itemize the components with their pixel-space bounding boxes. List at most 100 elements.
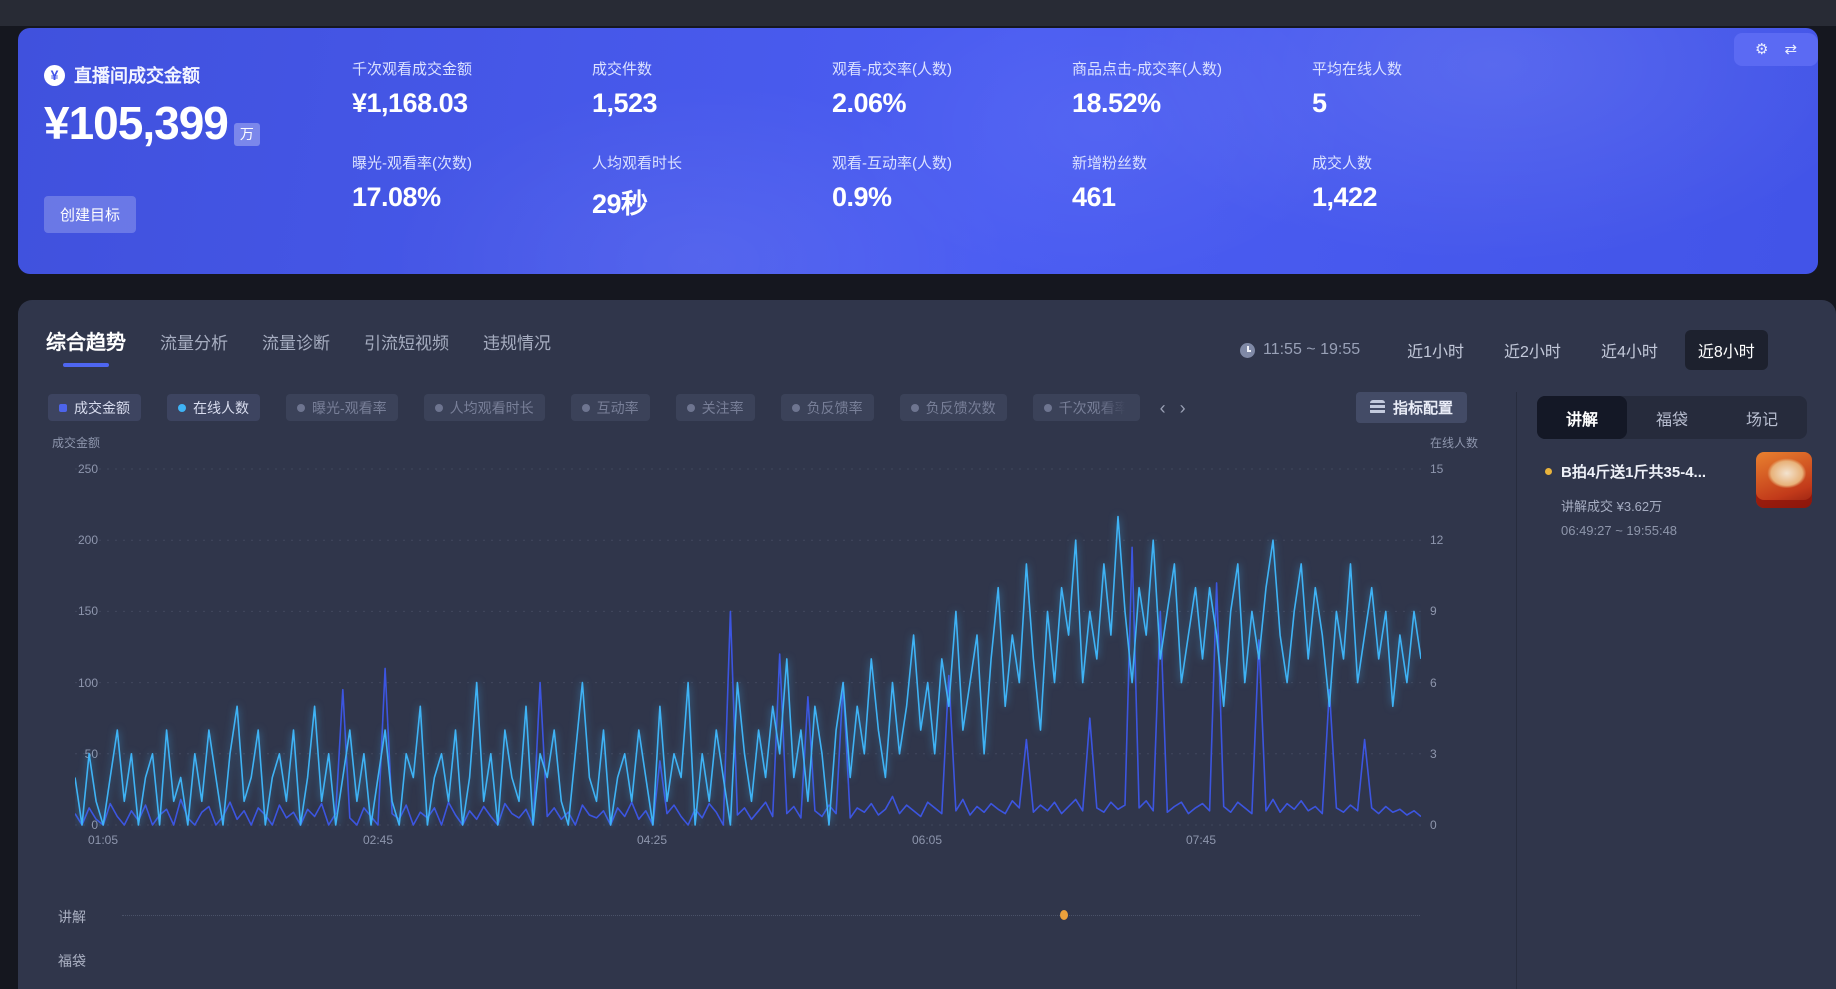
left-axis-tick: 250 (77, 462, 98, 476)
chip-label: 互动率 (596, 399, 639, 416)
kpi-label: 新增粉丝数 (1072, 155, 1148, 172)
left-axis-tick: 100 (77, 676, 98, 690)
product-bullet-icon (1545, 468, 1552, 475)
kpi-cell: 成交件数 1,523 (592, 58, 832, 152)
kpi-banner: ¥ 直播间成交金额 ¥105,399 万 创建目标 千次观看成交金额 ¥1,168… (18, 28, 1818, 274)
tab-traffic-analysis[interactable]: 流量分析 (160, 334, 228, 353)
time-range-text: 11:55 ~ 19:55 (1263, 341, 1361, 358)
chip-deal-amount[interactable]: 成交金额 (48, 394, 141, 421)
right-axis-tick: 3 (1430, 747, 1437, 761)
time-cluster: 11:55 ~ 19:55 近1小时 近2小时 近4小时 近8小时 (1240, 330, 1768, 370)
x-axis-tick: 06:05 (911, 833, 943, 847)
quick-range-1h[interactable]: 近1小时 (1407, 344, 1465, 361)
product-time-text: 06:49:27 ~ 19:55:48 (1561, 523, 1678, 538)
trend-chart (75, 468, 1421, 826)
sidebar-tabbar: 讲解 福袋 场记 (1537, 396, 1807, 439)
chip-label: 负反馈次数 (925, 399, 996, 416)
right-axis-tick: 15 (1430, 462, 1444, 476)
clock-icon (1240, 342, 1255, 358)
x-axis-tick: 04:25 (636, 833, 668, 847)
create-goal-button[interactable]: 创建目标 (44, 196, 137, 233)
series-marker (59, 403, 67, 412)
kpi-label: 成交件数 (592, 61, 653, 78)
x-axis-tick: 07:45 (1185, 833, 1217, 847)
quick-range-2h[interactable]: 近2小时 (1504, 344, 1561, 361)
chip-label: 千次观看率 (1058, 399, 1129, 416)
product-title[interactable]: B拍4斤送1斤共35-4... (1561, 464, 1707, 481)
chevron-right-icon[interactable]: › (1179, 397, 1186, 418)
kpi-value: 17.08% (352, 182, 441, 212)
chip-label: 在线人数 (193, 399, 249, 416)
kpi-label: 平均在线人数 (1312, 61, 1403, 78)
metric-chips-row: 成交金额 在线人数 曝光-观看率 人均观看时长 互动率 关注率 负反馈率 负反馈… (48, 394, 1186, 421)
left-axis-tick: 0 (91, 818, 98, 832)
chip-avg-watch-time[interactable]: 人均观看时长 (423, 394, 545, 421)
right-axis-tick: 9 (1430, 604, 1437, 618)
kpi-cell: 观看-成交率(人数) 2.06% (832, 58, 1072, 152)
chip-negative-feedback-count[interactable]: 负反馈次数 (899, 394, 1007, 421)
x-axis-tick: 02:45 (362, 833, 394, 847)
sidebar-tab-explain[interactable]: 讲解 (1537, 396, 1627, 439)
top-strip (0, 0, 1836, 26)
tab-traffic-diagnosis[interactable]: 流量诊断 (262, 334, 330, 353)
left-axis-tick: 200 (77, 533, 98, 547)
primary-metric-label: 直播间成交金额 (74, 66, 200, 86)
sidebar-divider (1516, 392, 1517, 989)
series-marker (910, 403, 919, 412)
kpi-value: 1,422 (1312, 182, 1378, 212)
chip-exposure-view-rate[interactable]: 曝光-观看率 (286, 394, 398, 421)
series-marker (297, 403, 305, 412)
product-thumbnail (1756, 452, 1812, 508)
explain-marker[interactable] (1060, 910, 1069, 920)
series-marker (178, 403, 186, 412)
chip-online-users[interactable]: 在线人数 (167, 394, 260, 421)
panel-tabs: 综合趋势 流量分析 流量诊断 引流短视频 违规情况 (46, 326, 551, 355)
left-axis-tick: 150 (77, 604, 98, 618)
right-axis-title: 在线人数 (1430, 436, 1479, 450)
kpi-cell: 千次观看成交金额 ¥1,168.03 (352, 58, 592, 152)
kpi-cell: 平均在线人数 5 (1312, 58, 1552, 152)
chip-interaction-rate[interactable]: 互动率 (570, 394, 650, 421)
timeline-row-label-lucky-bag: 福袋 (58, 953, 86, 969)
gear-icon[interactable]: ⚙ (1754, 41, 1769, 58)
chip-label: 关注率 (701, 399, 744, 416)
sidebar-tab-lucky-bag[interactable]: 福袋 (1655, 411, 1688, 429)
kpi-cell: 曝光-观看率(次数) 17.08% (352, 152, 592, 246)
unit-badge: 万 (233, 123, 260, 146)
yen-circle-icon: ¥ (44, 64, 65, 86)
tab-referral-short-video[interactable]: 引流短视频 (364, 334, 449, 353)
sidebar-tab-log[interactable]: 场记 (1745, 411, 1778, 429)
chip-thousand-view-rate[interactable]: 千次观看率 (1032, 394, 1140, 421)
kpi-label: 人均观看时长 (592, 155, 683, 172)
kpi-grid: 千次观看成交金额 ¥1,168.03 曝光-观看率(次数) 17.08% 成交件数 1… (352, 58, 1552, 246)
kpi-label: 曝光-观看率(次数) (352, 155, 472, 172)
left-axis-title: 成交金额 (52, 436, 101, 450)
tab-violations[interactable]: 违规情况 (483, 334, 551, 353)
chip-label: 曝光-观看率 (312, 399, 387, 416)
primary-metric-header: ¥ 直播间成交金额 (44, 62, 200, 88)
right-axis-tick: 6 (1430, 676, 1437, 690)
series-marker (686, 403, 695, 412)
quick-range-8h[interactable]: 近8小时 (1684, 330, 1768, 370)
kpi-value: 1,523 (592, 88, 658, 118)
tab-overall-trend[interactable]: 综合趋势 (46, 326, 126, 355)
sliders-icon (1370, 400, 1385, 415)
primary-metric-value-row: ¥105,399 万 (44, 96, 260, 150)
kpi-cell: 观看-互动率(人数) 0.9% (832, 152, 1072, 246)
chips-scroll-arrows: ‹ › (1160, 399, 1186, 417)
quick-range-4h[interactable]: 近4小时 (1600, 344, 1658, 361)
kpi-value: 5 (1312, 88, 1327, 118)
kpi-label: 观看-互动率(人数) (832, 155, 952, 172)
primary-metric-value: ¥105,399 (44, 97, 229, 149)
quick-ranges: 近1小时 近2小时 近4小时 近8小时 (1394, 330, 1768, 370)
chip-follow-rate[interactable]: 关注率 (675, 394, 755, 421)
chip-negative-feedback-rate[interactable]: 负反馈率 (780, 394, 874, 421)
kpi-label: 商品点击-成交率(人数) (1072, 61, 1222, 78)
metric-config-button[interactable]: 指标配置 (1356, 392, 1468, 423)
right-axis-tick: 12 (1430, 533, 1444, 547)
chevron-left-icon[interactable]: ‹ (1159, 397, 1166, 418)
swap-icon[interactable]: ⇄ (1784, 41, 1798, 58)
chip-label: 成交金额 (74, 399, 130, 416)
kpi-cell: 人均观看时长 29秒 (592, 152, 832, 246)
kpi-value: 2.06% (832, 88, 907, 118)
